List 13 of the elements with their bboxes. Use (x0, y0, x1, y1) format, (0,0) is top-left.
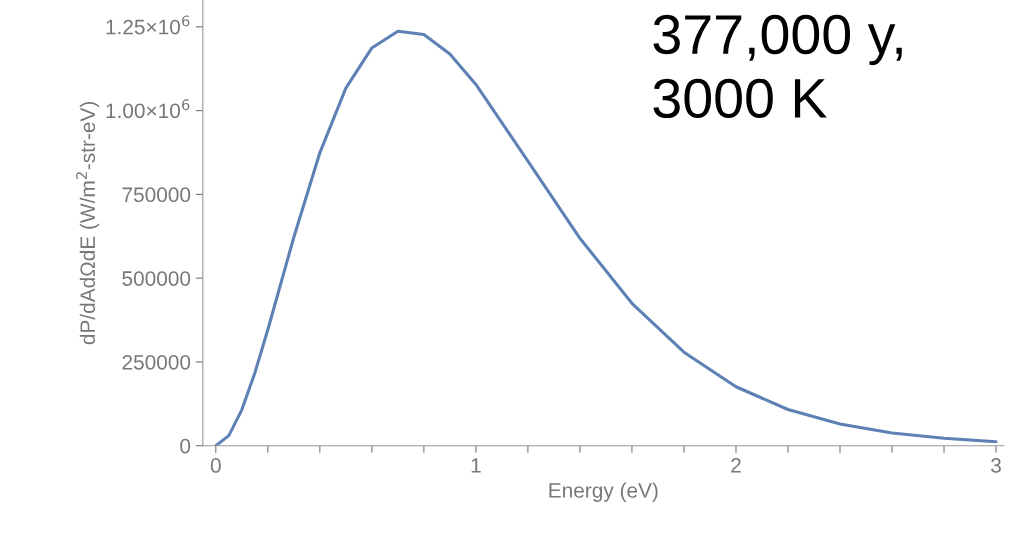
x-tick-label: 3 (991, 458, 1001, 473)
x-axis-title: Energy (eV) (549, 482, 658, 502)
y-tick-label: 1.00×10$^{6}$ (106, 99, 190, 119)
y-tick-label: 500000 (122, 271, 191, 286)
x-tick-label: 2 (731, 458, 741, 473)
x-tick-label: 1 (471, 458, 481, 473)
y-tick-label: 750000 (122, 187, 191, 203)
x-tick-label: 0 (210, 458, 221, 473)
y-tick-label: 0 (180, 438, 191, 454)
y-tick-label: 1.25×10$^{6}$ (106, 15, 190, 35)
y-tick-label: 250000 (122, 354, 191, 370)
annotation: 377,000 y, 3000 K (653, 14, 902, 119)
y-axis-title: dP/dAdΩdE (W/m$^{2}$-str-eV) (76, 102, 100, 345)
